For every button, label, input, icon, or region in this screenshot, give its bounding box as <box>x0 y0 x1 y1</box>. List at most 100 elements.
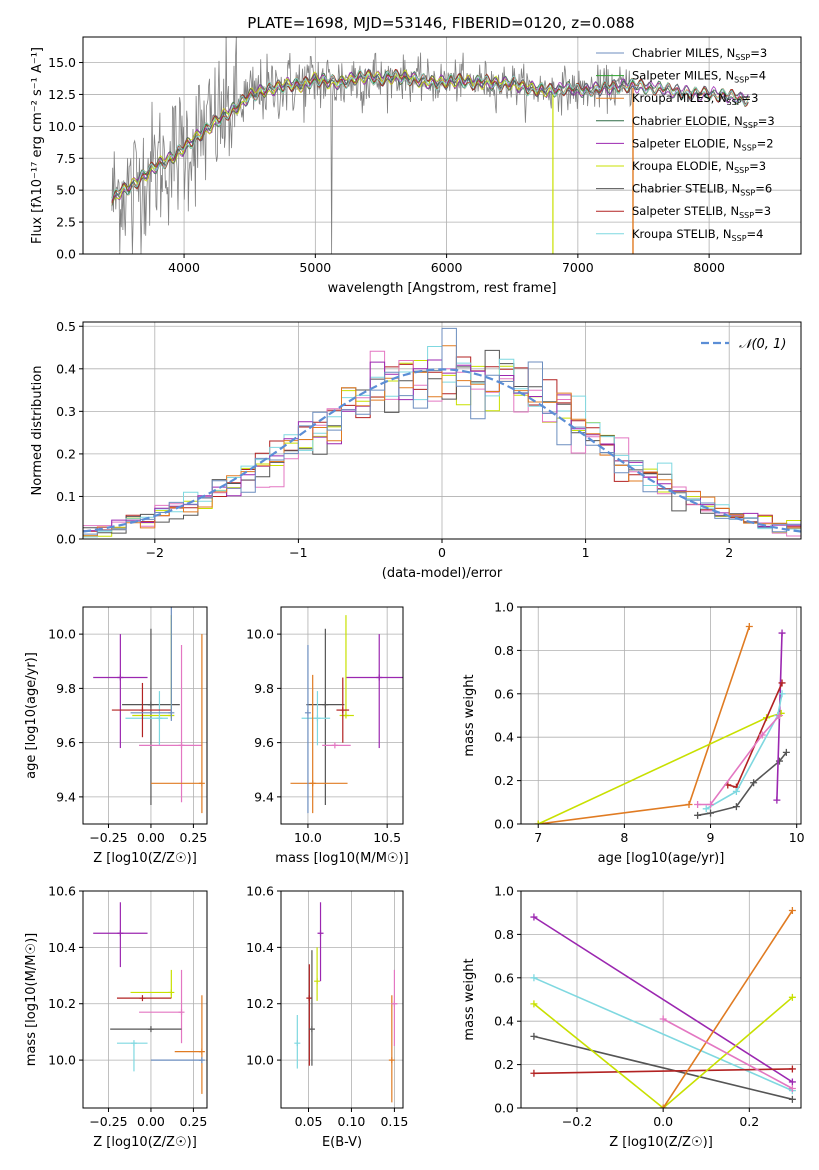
point-marker <box>707 800 715 808</box>
plot-area <box>93 607 205 814</box>
x-tick-label: 0.15 <box>380 1114 408 1129</box>
point-marker <box>534 820 542 824</box>
axes-frame <box>520 890 802 1109</box>
point-marker <box>788 1084 796 1092</box>
point-marker <box>198 780 205 787</box>
point-marker <box>117 674 124 681</box>
legend-label: Salpeter MILES, NSSP=4 <box>632 69 766 85</box>
y-tick-label: 0.2 <box>56 446 76 461</box>
point-marker <box>168 709 175 716</box>
x-axis-label: age [log10(age/yr)] <box>598 851 725 866</box>
mass-weight-line <box>662 910 794 1108</box>
plot-area <box>534 623 790 824</box>
x-tick-label: −2 <box>146 545 164 560</box>
errorbar-point <box>304 644 311 814</box>
x-tick-label: 0.00 <box>137 1114 165 1129</box>
legend-label: 𝒩(0, 1) <box>739 337 786 352</box>
point-marker <box>778 690 786 698</box>
y-tick-label: 2.5 <box>56 215 76 230</box>
point-marker <box>156 715 163 722</box>
point-marker <box>388 1057 395 1064</box>
errorbar-point <box>391 969 398 1046</box>
point-marker <box>778 629 786 637</box>
model-spectrum-line <box>111 70 749 199</box>
point-marker <box>304 709 311 716</box>
model-spectrum-line <box>111 69 552 206</box>
y-axis-label: mass weight <box>462 674 477 756</box>
x-axis-label: E(B-V) <box>322 1135 362 1150</box>
point-marker <box>775 757 783 765</box>
panel-massweight_vs_Z: −0.2 0.0 0.2 0.0 0.2 0.4 0.6 0.8 1.0 Z [log10(Z/Z… <box>462 884 802 1150</box>
errorbar-point <box>150 634 205 814</box>
point-marker <box>331 742 338 749</box>
axes-frame <box>82 890 208 1109</box>
x-tick-label: 0.10 <box>338 1114 366 1129</box>
y-tick-label: 10.0 <box>48 1053 76 1068</box>
panel-age_vs_Z: −0.25 0.00 0.25 9.4 9.6 9.8 10.0 Z [log10(Z/Z☉)… <box>24 606 208 866</box>
y-tick-label: 10.2 <box>246 996 274 1011</box>
legend-label: Salpeter ELODIE, NSSP=2 <box>632 136 774 152</box>
x-tick-label: 0.25 <box>179 1114 207 1129</box>
y-tick-label: 9.8 <box>254 681 274 696</box>
y-tick-label: 9.8 <box>56 681 76 696</box>
model-spectrum-line <box>111 68 749 204</box>
errorbar-point <box>290 674 348 814</box>
y-tick-label: 0.5 <box>56 319 76 334</box>
errorbar-point <box>116 1040 148 1072</box>
y-axis-label: mass [log10(M/M☉)] <box>24 933 39 1066</box>
mass-weight-line <box>533 977 793 1092</box>
x-tick-label: 4000 <box>168 260 200 275</box>
mass-weight-line <box>533 996 793 1108</box>
y-tick-label: 10.0 <box>246 1053 274 1068</box>
errorbar-point <box>139 969 185 1044</box>
point-marker <box>198 1057 205 1064</box>
x-tick-label: 1 <box>582 545 590 560</box>
point-marker <box>745 623 753 631</box>
x-tick-label: 0.2 <box>739 1114 759 1129</box>
errorbar-point <box>314 947 321 1001</box>
y-tick-label: 0.2 <box>494 773 514 788</box>
y-tick-label: 9.4 <box>56 789 76 804</box>
x-axis-label: Z [log10(Z/Z☉)] <box>93 1135 197 1150</box>
errorbar-point <box>308 950 315 1066</box>
errorbar-point <box>317 902 324 982</box>
y-tick-label: 0.4 <box>56 361 76 376</box>
x-tick-label: −1 <box>289 545 307 560</box>
plot-area <box>93 902 205 1094</box>
point-marker <box>778 679 786 687</box>
y-tick-label: 0.0 <box>494 1101 514 1116</box>
errorbar-point <box>306 628 345 806</box>
point-marker <box>314 978 321 985</box>
errorbar-point <box>132 615 175 719</box>
point-marker <box>659 1015 667 1023</box>
errorbar-point <box>388 995 395 1103</box>
point-marker <box>659 1104 667 1108</box>
x-tick-label: 9 <box>707 830 715 845</box>
point-marker <box>530 974 538 982</box>
point-marker <box>788 1065 796 1073</box>
y-tick-label: 10.0 <box>48 627 76 642</box>
x-tick-label: −0.2 <box>562 1114 592 1129</box>
point-marker <box>314 715 321 722</box>
y-tick-label: 10.4 <box>48 940 76 955</box>
x-tick-label: 5000 <box>299 260 331 275</box>
x-tick-label: 8000 <box>693 260 725 275</box>
y-tick-label: 10.6 <box>48 884 76 899</box>
axes-frame <box>82 36 802 255</box>
axes-frame <box>280 606 404 825</box>
mass-weight-line <box>697 714 781 806</box>
plot-area <box>294 902 398 1103</box>
panel-residuals: −2 −1 0 1 2 0.0 0.1 0.2 0.3 0.4 0.5 (data-model)/er… <box>30 319 802 581</box>
axes-frame <box>82 321 802 540</box>
errorbar-point <box>122 628 180 806</box>
plot-area <box>111 37 749 254</box>
point-marker <box>788 907 796 915</box>
y-tick-label: 0.0 <box>494 817 514 832</box>
y-tick-label: 0.4 <box>494 730 514 745</box>
x-tick-label: 10 <box>789 830 805 845</box>
point-marker <box>788 1078 796 1086</box>
mass-weight-line <box>533 1035 793 1101</box>
point-marker <box>782 748 790 756</box>
point-marker <box>530 1032 538 1040</box>
y-tick-label: 5.0 <box>56 183 76 198</box>
